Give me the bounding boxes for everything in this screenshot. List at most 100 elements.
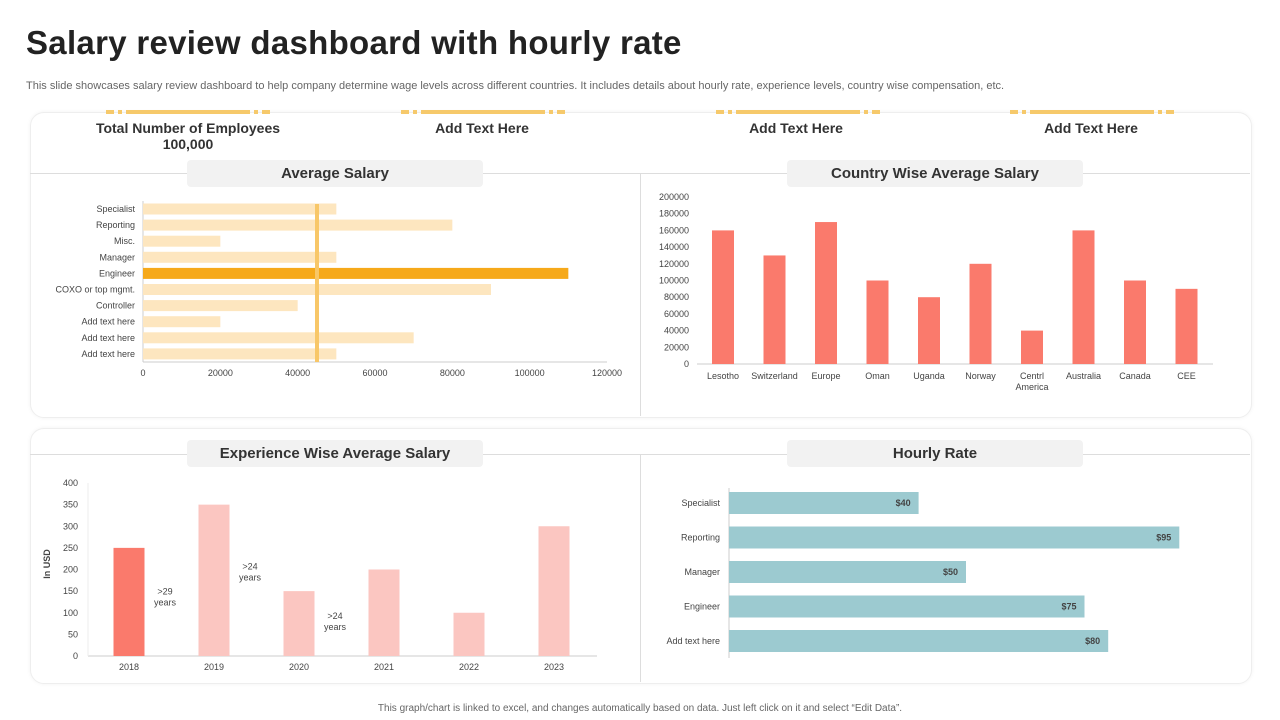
category-label: Manager — [684, 567, 720, 577]
top-panel — [30, 112, 1252, 418]
annotation: years — [324, 622, 347, 632]
data-label: $40 — [896, 498, 911, 508]
tick-label: 400 — [63, 478, 78, 488]
tick-label: 0 — [684, 359, 689, 369]
tick-label: 80000 — [664, 292, 689, 302]
category-label: Add text here — [81, 333, 135, 343]
annotation: years — [154, 597, 177, 607]
divider — [640, 455, 641, 682]
category-label: Specialist — [681, 498, 720, 508]
tick-label: 180000 — [659, 209, 689, 219]
bar — [729, 492, 919, 514]
bottom-panel — [30, 428, 1252, 684]
y-axis-label: In USD — [42, 549, 52, 579]
category-label: Oman — [865, 371, 890, 381]
tick-label: 120000 — [659, 259, 689, 269]
bar — [729, 526, 1180, 549]
section-title-experience-salary: Experience Wise Average Salary — [187, 440, 483, 467]
page-subtitle: This slide showcases salary review dashb… — [26, 80, 1005, 92]
category-label: Controller — [96, 301, 135, 311]
bar — [1175, 288, 1198, 364]
bar — [729, 595, 1085, 618]
bar — [729, 630, 1109, 652]
stat-decoration — [106, 110, 270, 114]
footer-note: This graph/chart is linked to excel, and… — [377, 703, 903, 714]
stat-decoration — [1010, 110, 1174, 114]
tick-label: 300 — [63, 521, 78, 531]
bar — [143, 267, 569, 279]
divider — [30, 454, 1250, 455]
section-title-country-salary: Country Wise Average Salary — [787, 160, 1083, 187]
category-label: 2019 — [204, 662, 224, 672]
bar — [143, 219, 453, 231]
bar — [969, 263, 992, 364]
tick-label: 0 — [73, 651, 78, 661]
category-label: Add text here — [81, 349, 135, 359]
bar — [815, 222, 837, 364]
stat-4: Add Text Here — [971, 120, 1211, 136]
category-label: Centrl — [1020, 371, 1044, 381]
tick-label: 0 — [140, 368, 145, 378]
category-label: 2020 — [289, 662, 309, 672]
category-label: Canada — [1119, 371, 1151, 381]
stat-label: Add Text Here — [435, 120, 529, 136]
bar — [143, 316, 221, 328]
section-title-hourly-rate: Hourly Rate — [787, 440, 1083, 467]
tick-label: 150 — [63, 586, 78, 596]
stat-2: Add Text Here — [362, 120, 602, 136]
tick-label: 40000 — [664, 326, 689, 336]
stat-3: Add Text Here — [676, 120, 916, 136]
category-label: Australia — [1066, 371, 1101, 381]
section-title-average-salary: Average Salary — [187, 160, 483, 187]
bar — [1021, 330, 1043, 364]
category-label: 2022 — [459, 662, 479, 672]
category-label: Misc. — [114, 236, 135, 246]
category-label: Switzerland — [751, 371, 798, 381]
tick-label: 80000 — [440, 368, 465, 378]
tick-label: 120000 — [592, 368, 622, 378]
category-label: Specialist — [96, 204, 135, 214]
category-label: Uganda — [913, 371, 945, 381]
tick-label: 60000 — [664, 309, 689, 319]
category-label: 2023 — [544, 662, 564, 672]
bar — [918, 297, 940, 364]
bar — [198, 504, 230, 656]
bar — [712, 230, 734, 364]
tick-label: 100000 — [659, 276, 689, 286]
category-label: 2021 — [374, 662, 394, 672]
category-label: Add text here — [81, 317, 135, 327]
tick-label: 60000 — [362, 368, 387, 378]
tick-label: 200 — [63, 565, 78, 575]
category-label: 2018 — [119, 662, 139, 672]
stat-decoration — [716, 110, 880, 114]
bar — [143, 203, 337, 215]
stat-value: 100,000 — [162, 136, 214, 152]
bar — [368, 569, 400, 656]
bar — [143, 235, 221, 247]
page-title: Salary review dashboard with hourly rate — [26, 24, 682, 61]
stat-label: Total Number of Employees — [95, 120, 281, 136]
bar — [1124, 280, 1146, 364]
bar — [866, 280, 889, 364]
category-label: CEE — [1177, 371, 1196, 381]
category-label: Reporting — [681, 533, 720, 543]
category-label: Engineer — [99, 268, 135, 278]
tick-label: 200000 — [659, 192, 689, 202]
data-label: $95 — [1156, 533, 1171, 543]
bar — [143, 251, 337, 263]
tick-label: 140000 — [659, 242, 689, 252]
bar — [283, 591, 315, 656]
category-label: Reporting — [96, 220, 135, 230]
category-label: Engineer — [684, 602, 720, 612]
annotation: >24 — [327, 611, 342, 621]
bar — [143, 348, 337, 360]
bar — [143, 332, 414, 344]
tick-label: 160000 — [659, 225, 689, 235]
bar — [1072, 230, 1095, 364]
bar — [729, 561, 966, 583]
category-label: Manager — [99, 252, 135, 262]
category-label: COXO or top mgmt. — [55, 285, 135, 295]
average-line — [315, 204, 319, 362]
bar — [453, 612, 485, 656]
